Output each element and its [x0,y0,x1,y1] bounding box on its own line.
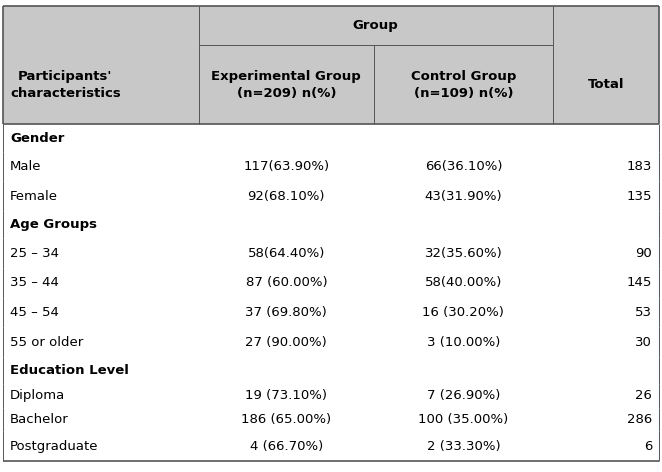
Text: Bachelor: Bachelor [10,413,69,426]
Text: Diploma: Diploma [10,389,65,403]
Text: 3 (10.00%): 3 (10.00%) [427,336,500,349]
Text: 135: 135 [626,190,652,202]
Text: 100 (35.00%): 100 (35.00%) [418,413,508,426]
Text: 183: 183 [627,160,652,173]
Text: 19 (73.10%): 19 (73.10%) [246,389,327,403]
Text: 45 – 54: 45 – 54 [10,306,59,319]
Text: 30: 30 [636,336,652,349]
Text: Group: Group [353,19,399,32]
Text: 2 (33.30%): 2 (33.30%) [426,440,500,453]
Text: Control Group
(n=109) n(%): Control Group (n=109) n(%) [410,70,516,100]
Text: Education Level: Education Level [10,364,129,377]
Text: 16 (30.20%): 16 (30.20%) [422,306,504,319]
Text: Postgraduate: Postgraduate [10,440,99,453]
Text: 58(64.40%): 58(64.40%) [248,246,325,260]
Text: 6: 6 [643,440,652,453]
Text: 90: 90 [636,246,652,260]
Text: Total: Total [587,78,624,91]
Text: 27 (90.00%): 27 (90.00%) [246,336,327,349]
Text: 66(36.10%): 66(36.10%) [424,160,502,173]
Text: 32(35.60%): 32(35.60%) [424,246,502,260]
Text: Participants'
characteristics: Participants' characteristics [10,70,120,100]
Text: Gender: Gender [10,132,64,144]
Text: 25 – 34: 25 – 34 [10,246,59,260]
Text: 26: 26 [636,389,652,403]
Text: 55 or older: 55 or older [10,336,83,349]
Text: Experimental Group
(n=209) n(%): Experimental Group (n=209) n(%) [211,70,361,100]
Text: 117(63.90%): 117(63.90%) [243,160,330,173]
Text: 4 (66.70%): 4 (66.70%) [250,440,323,453]
Text: 37 (69.80%): 37 (69.80%) [246,306,327,319]
Text: 7 (26.90%): 7 (26.90%) [427,389,500,403]
Bar [3,6,659,45]
Bar [3,45,659,125]
Text: 43(31.90%): 43(31.90%) [424,190,502,202]
Text: 87 (60.00%): 87 (60.00%) [246,276,327,289]
Text: 58(40.00%): 58(40.00%) [425,276,502,289]
Text: 35 – 44: 35 – 44 [10,276,59,289]
Text: Female: Female [10,190,58,202]
Text: Age Groups: Age Groups [10,218,97,231]
Text: Male: Male [10,160,42,173]
Text: 92(68.10%): 92(68.10%) [248,190,325,202]
Text: 186 (65.00%): 186 (65.00%) [241,413,332,426]
Text: 145: 145 [627,276,652,289]
Text: 53: 53 [635,306,652,319]
Text: 286: 286 [627,413,652,426]
